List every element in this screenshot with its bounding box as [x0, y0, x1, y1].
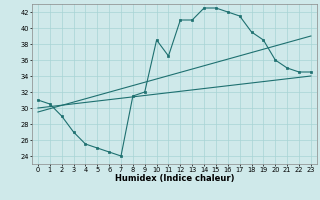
X-axis label: Humidex (Indice chaleur): Humidex (Indice chaleur)	[115, 174, 234, 183]
